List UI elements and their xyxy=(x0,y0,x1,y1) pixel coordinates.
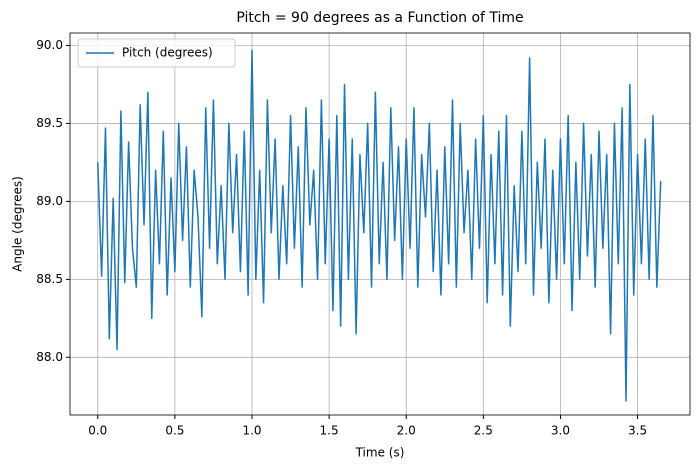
y-axis-label: Angle (degrees) xyxy=(11,176,25,272)
x-tick-label: 2.0 xyxy=(397,424,416,438)
plot-frame xyxy=(69,32,691,416)
x-tick-label: 3.5 xyxy=(628,424,647,438)
x-tick-label: 1.0 xyxy=(242,424,261,438)
legend-label: Pitch (degrees) xyxy=(122,46,213,60)
y-tick-label: 90.0 xyxy=(36,38,63,52)
x-tick-label: 3.0 xyxy=(551,424,570,438)
x-tick-label: 1.5 xyxy=(320,424,339,438)
y-tick-label: 89.0 xyxy=(36,194,63,208)
x-tick-label: 2.5 xyxy=(474,424,493,438)
y-tick-label: 88.5 xyxy=(36,272,63,286)
x-tick-label: 0.5 xyxy=(165,424,184,438)
chart-title: Pitch = 90 degrees as a Function of Time xyxy=(236,10,523,26)
data-line xyxy=(97,49,662,402)
x-tick-label: 0.0 xyxy=(88,424,107,438)
legend-box xyxy=(77,38,236,68)
x-axis-label: Time (s) xyxy=(355,446,405,460)
y-tick-label: 89.5 xyxy=(36,116,63,130)
y-tick-label: 88.0 xyxy=(36,350,63,364)
